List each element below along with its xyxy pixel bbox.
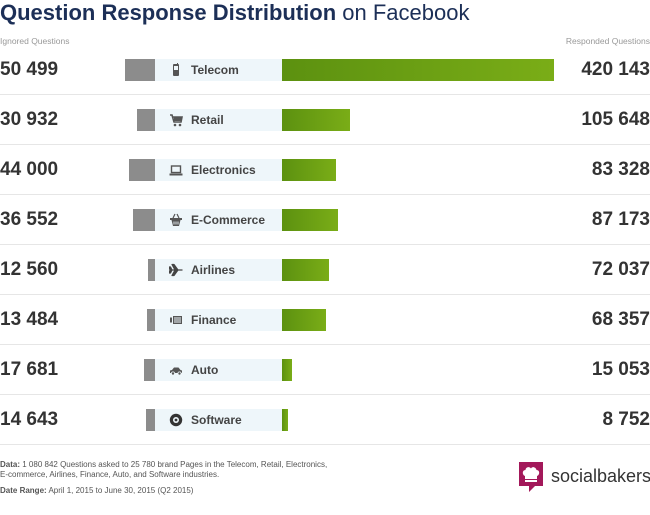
footer-data: Data: 1 080 842 Questions asked to 25 78… [0,460,327,480]
responded-questions-header: Responded Questions [565,36,650,46]
ignored-bar [137,109,155,131]
footer-data-text-2: E-commerce, Airlines, Finance, Auto, and… [0,470,220,479]
responded-value: 15 053 [591,359,650,380]
responded-bar [282,209,338,231]
chef-hat-icon [517,460,545,494]
category-label-box: Auto [155,359,282,381]
ignored-bar [148,259,155,281]
responded-value: 8 752 [602,409,650,430]
footer-data-label: Data: [0,460,21,469]
category-label: E-Commerce [191,213,266,227]
category-label: Finance [191,313,237,327]
responded-bar [282,109,350,131]
phone-icon [169,63,183,77]
ignored-bar [147,309,155,331]
responded-bar [282,159,336,181]
chart-title-light: on Facebook [342,0,470,25]
chart-row-software: 14 643 Software 8 752 [0,395,650,445]
basket-icon [169,213,183,227]
car-icon [169,363,183,377]
chart-row-retail: 30 932 Retail 105 648 [0,95,650,145]
ignored-value: 13 484 [0,309,59,330]
responded-value: 68 357 [591,309,650,330]
ignored-questions-header: Ignored Questions [0,36,70,46]
laptop-icon [169,163,183,177]
chart-row-e-commerce: 36 552 E-Commerce 87 173 [0,195,650,245]
chart-row-finance: 13 484 Finance 68 357 [0,295,650,345]
responded-value: 105 648 [581,109,650,130]
row-divider [0,294,650,295]
category-label-box: Electronics [155,159,282,181]
ignored-value: 17 681 [0,359,59,380]
ignored-value: 12 560 [0,259,59,280]
category-label: Auto [191,363,219,377]
category-label: Software [191,413,242,427]
socialbakers-logo: socialbakers [517,460,650,494]
footer-range-label: Date Range: [0,486,47,495]
row-divider [0,144,650,145]
row-divider [0,244,650,245]
chart-row-airlines: 12 560 Airlines 72 037 [0,245,650,295]
category-label-box: E-Commerce [155,209,282,231]
ignored-value: 30 932 [0,109,59,130]
ignored-bar [146,409,155,431]
footer-data-text: 1 080 842 Questions asked to 25 780 bran… [22,460,328,469]
category-label-box: Telecom [155,59,282,81]
responded-bar [282,259,329,281]
ignored-bar [144,359,155,381]
chart-row-electronics: 44 000 Electronics 83 328 [0,145,650,195]
responded-bar [282,359,292,381]
money-icon [169,313,183,327]
footer-range-text: April 1, 2015 to June 30, 2015 (Q2 2015) [48,486,194,495]
cart-icon [169,113,183,127]
responded-bar [282,59,554,81]
responded-value: 72 037 [591,259,650,280]
ignored-value: 50 499 [0,59,59,80]
ignored-value: 36 552 [0,209,59,230]
chart-row-telecom: 50 499 Telecom 420 143 [0,45,650,95]
row-divider [0,194,650,195]
ignored-bar [133,209,155,231]
category-label: Airlines [191,263,236,277]
row-divider [0,94,650,95]
category-label-box: Retail [155,109,282,131]
responded-value: 87 173 [591,209,650,230]
row-divider [0,444,650,445]
category-label-box: Finance [155,309,282,331]
ignored-bar [125,59,155,81]
category-label-box: Airlines [155,259,282,281]
airplane-icon [169,263,183,277]
responded-bar [282,309,326,331]
row-divider [0,344,650,345]
category-label: Electronics [191,163,256,177]
chart-title: Question Response Distribution on Facebo… [0,0,469,30]
ignored-bar [129,159,155,181]
chart-row-auto: 17 681 Auto 15 053 [0,345,650,395]
row-divider [0,394,650,395]
ignored-value: 44 000 [0,159,59,180]
responded-value: 420 143 [581,59,650,80]
category-label: Retail [191,113,224,127]
responded-value: 83 328 [591,159,650,180]
footer-date-range: Date Range: April 1, 2015 to June 30, 20… [0,486,193,496]
chart-title-bold: Question Response Distribution [0,0,337,25]
responded-bar [282,409,288,431]
brand-name: socialbakers [551,466,650,486]
ignored-value: 14 643 [0,409,59,430]
disc-icon [169,413,183,427]
category-label-box: Software [155,409,282,431]
category-label: Telecom [191,63,239,77]
